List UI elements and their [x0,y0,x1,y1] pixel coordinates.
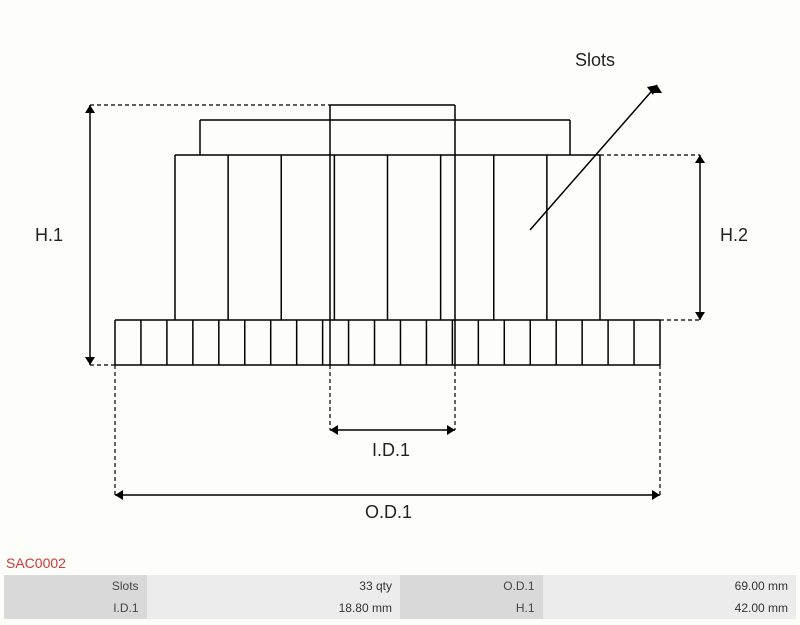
label-slots: Slots [575,50,615,71]
spec-value: 18.80 mm [147,597,400,619]
label-id1: I.D.1 [372,440,410,461]
spec-value: 69.00 mm [543,575,796,597]
spec-label: O.D.1 [400,575,543,597]
spec-table: Slots 33 qty O.D.1 69.00 mm I.D.1 18.80 … [4,575,796,619]
spec-label: I.D.1 [4,597,147,619]
part-number: SAC0002 [4,555,796,571]
spec-label: Slots [4,575,147,597]
spec-value: 33 qty [147,575,400,597]
spec-label: H.1 [400,597,543,619]
table-row: I.D.1 18.80 mm H.1 42.00 mm [4,597,796,619]
technical-diagram: Slots H.1 H.2 I.D.1 O.D.1 [0,0,800,550]
spec-value: 42.00 mm [543,597,796,619]
label-h1: H.1 [35,225,63,246]
spec-area: SAC0002 Slots 33 qty O.D.1 69.00 mm I.D.… [4,555,796,619]
label-od1: O.D.1 [365,502,412,523]
label-h2: H.2 [720,225,748,246]
table-row: Slots 33 qty O.D.1 69.00 mm [4,575,796,597]
